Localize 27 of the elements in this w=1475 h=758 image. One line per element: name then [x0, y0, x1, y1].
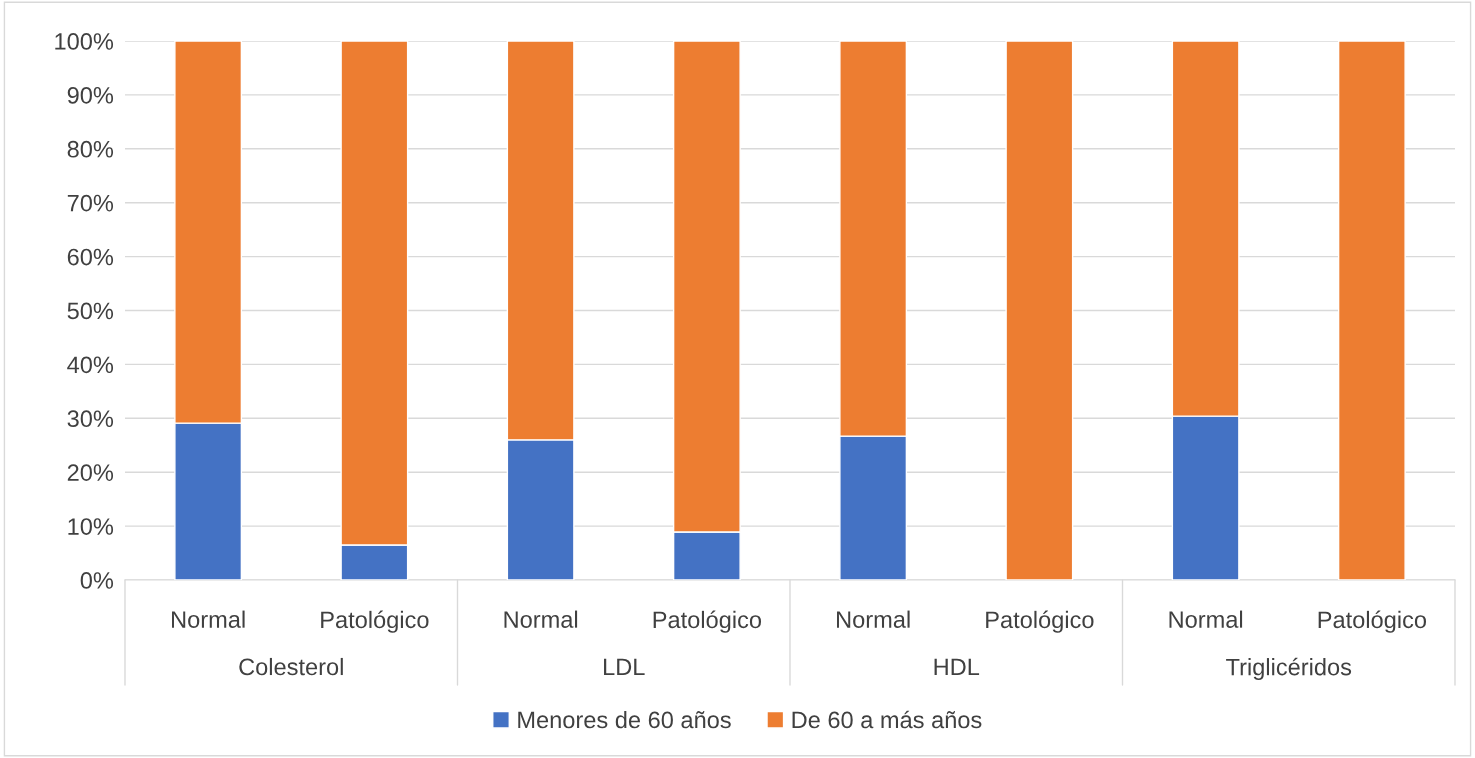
y-tick-label: 90% [67, 86, 114, 104]
y-tick-label: 0% [80, 572, 114, 589]
legend-label: De 60 a más años [792, 710, 982, 729]
y-tick-label: 10% [68, 518, 114, 535]
y-tick-label: 50% [67, 302, 114, 320]
x-tick-label: Normal [837, 610, 910, 628]
text: HDL [934, 658, 980, 676]
x-tick-label: Normal [504, 610, 578, 628]
y-tick-label: 40% [67, 356, 114, 374]
x-tick-label: Normal [172, 610, 245, 628]
bar [1337, 41, 1406, 580]
x-tick-label: Normal [1169, 610, 1243, 628]
y-tick-label: 60% [67, 248, 114, 266]
y-tick-label: 100% [55, 33, 114, 50]
x-tick-label: Patológico [986, 610, 1094, 633]
x-tick-label: Patológico [1318, 610, 1427, 633]
text: LDL [604, 658, 645, 676]
text: Triglicéridos [1226, 657, 1352, 681]
x-tick-label: Patológico [653, 610, 762, 633]
bar [1005, 41, 1074, 580]
y-tick-label: 20% [67, 464, 114, 481]
y-tick-label: 80% [67, 140, 114, 158]
y-tick-label: 30% [67, 410, 114, 428]
legend-label: Menores de 60 años [518, 710, 731, 729]
y-tick-label: 70% [67, 194, 114, 212]
x-tick-label: Patológico [321, 610, 429, 633]
text: Colesterol [239, 657, 343, 676]
